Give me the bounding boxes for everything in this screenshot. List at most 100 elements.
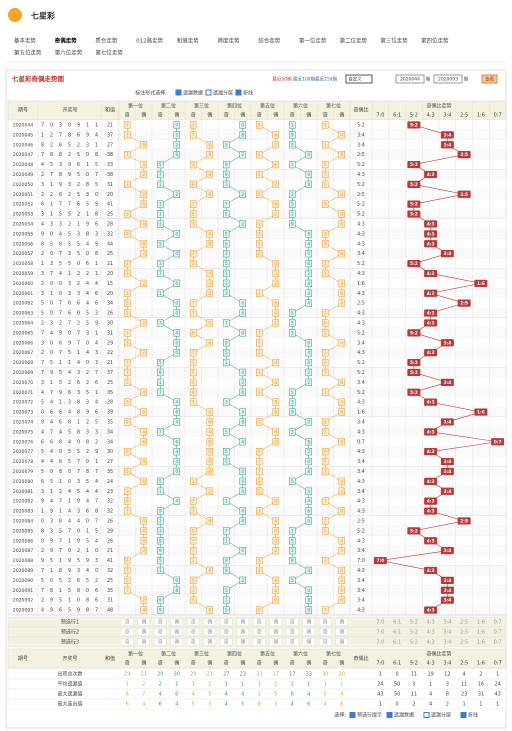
preselect-cell[interactable] bbox=[302, 618, 315, 626]
footer-checkbox[interactable] bbox=[460, 712, 467, 718]
preselect-cell[interactable] bbox=[253, 618, 266, 626]
nav-tab[interactable]: 和值走势 bbox=[177, 37, 200, 45]
preselect-cell[interactable] bbox=[170, 628, 183, 636]
preselect-cell[interactable] bbox=[121, 628, 134, 636]
preselect-ratio[interactable]: 1:6 bbox=[477, 640, 485, 646]
preselect-cell[interactable] bbox=[302, 638, 315, 646]
preselect-cell[interactable] bbox=[319, 618, 332, 626]
preselect-cell[interactable] bbox=[319, 638, 332, 646]
option-checkbox[interactable] bbox=[235, 89, 242, 96]
preselect-cell[interactable] bbox=[319, 628, 332, 636]
option-label[interactable]: 遗漏分层 bbox=[213, 90, 233, 97]
preselect-ratio[interactable]: 0:7 bbox=[494, 620, 502, 626]
preselect-ratio[interactable]: 3:4 bbox=[443, 630, 451, 636]
nav-tab[interactable]: 质合走势 bbox=[95, 37, 118, 45]
preselect-cell[interactable] bbox=[335, 638, 348, 646]
footer-checkbox[interactable] bbox=[423, 712, 430, 718]
to-input[interactable] bbox=[433, 74, 463, 84]
preselect-cell[interactable] bbox=[236, 618, 249, 626]
preselect-cell[interactable] bbox=[236, 628, 249, 636]
preselect-cell[interactable] bbox=[253, 638, 266, 646]
preselect-ratio[interactable]: 2:5 bbox=[460, 630, 468, 636]
preselect-ratio[interactable]: 2:5 bbox=[460, 620, 468, 626]
option-label[interactable]: 遗漏数据 bbox=[183, 90, 203, 97]
preselect-cell[interactable] bbox=[220, 628, 233, 636]
preselect-cell[interactable] bbox=[236, 638, 249, 646]
preselect-cell[interactable] bbox=[137, 628, 150, 636]
nav-tab[interactable]: 第二位走势 bbox=[340, 37, 368, 45]
footer-option[interactable]: 遗漏数据 bbox=[394, 712, 414, 719]
preselect-cell[interactable] bbox=[187, 618, 200, 626]
preselect-ratio[interactable]: 4:3 bbox=[427, 640, 435, 646]
footer-checkbox[interactable] bbox=[386, 712, 393, 718]
preselect-cell[interactable] bbox=[121, 638, 134, 646]
nav-tab[interactable]: 第一位走势 bbox=[299, 37, 327, 45]
preselect-cell[interactable] bbox=[137, 618, 150, 626]
preselect-ratio[interactable]: 6:1 bbox=[393, 630, 401, 636]
preselect-cell[interactable] bbox=[154, 638, 167, 646]
preselect-ratio[interactable]: 7:0 bbox=[376, 620, 384, 626]
preselect-cell[interactable] bbox=[203, 628, 216, 636]
preselect-ratio[interactable]: 7:0 bbox=[376, 640, 384, 646]
preselect-ratio[interactable]: 3:4 bbox=[443, 640, 451, 646]
from-input[interactable] bbox=[395, 74, 425, 84]
preselect-ratio[interactable]: 2:5 bbox=[460, 640, 468, 646]
preselect-ratio[interactable]: 6:1 bbox=[393, 620, 401, 626]
nav-tab[interactable]: 012路走势 bbox=[136, 37, 163, 45]
preselect-ratio[interactable]: 4:3 bbox=[427, 620, 435, 626]
preselect-ratio[interactable]: 1:6 bbox=[477, 620, 485, 626]
preselect-cell[interactable] bbox=[302, 628, 315, 636]
preselect-cell[interactable] bbox=[335, 628, 348, 636]
preselect-cell[interactable] bbox=[269, 618, 282, 626]
preselect-cell[interactable] bbox=[203, 638, 216, 646]
preselect-cell[interactable] bbox=[286, 618, 299, 626]
option-checkbox[interactable] bbox=[205, 89, 212, 96]
preselect-ratio[interactable]: 1:6 bbox=[477, 630, 485, 636]
preselect-ratio[interactable]: 6:1 bbox=[393, 640, 401, 646]
nav-tab[interactable]: 第六位走势 bbox=[55, 49, 83, 57]
preselect-cell[interactable] bbox=[335, 618, 348, 626]
footer-option[interactable]: 预选行提示 bbox=[357, 712, 382, 719]
option-checkbox[interactable] bbox=[175, 89, 182, 96]
preselect-cell[interactable] bbox=[187, 628, 200, 636]
view-button[interactable] bbox=[481, 74, 498, 84]
range-link[interactable]: 最近100期 bbox=[293, 76, 316, 83]
nav-tab[interactable]: 第三位走势 bbox=[380, 37, 408, 45]
option-label[interactable]: 折线 bbox=[243, 90, 253, 97]
preselect-cell[interactable] bbox=[203, 618, 216, 626]
footer-option[interactable]: 遗漏分层 bbox=[431, 712, 451, 719]
preselect-cell[interactable] bbox=[170, 618, 183, 626]
range-link[interactable]: 最近150期 bbox=[315, 76, 338, 83]
preselect-cell[interactable] bbox=[187, 638, 200, 646]
preselect-cell[interactable] bbox=[154, 628, 167, 636]
preselect-ratio[interactable]: 5:2 bbox=[410, 620, 418, 626]
preselect-ratio[interactable]: 0:7 bbox=[494, 630, 502, 636]
preselect-ratio[interactable]: 7:0 bbox=[376, 630, 384, 636]
preselect-cell[interactable] bbox=[286, 638, 299, 646]
nav-tab[interactable]: 奇偶走势 bbox=[55, 37, 78, 45]
preselect-cell[interactable] bbox=[220, 638, 233, 646]
preselect-ratio[interactable]: 5:2 bbox=[410, 630, 418, 636]
preselect-ratio[interactable]: 3:4 bbox=[443, 620, 451, 626]
nav-tab[interactable]: 基本走势 bbox=[14, 37, 37, 45]
footer-checkbox[interactable] bbox=[349, 712, 356, 718]
nav-tab[interactable]: 第五位走势 bbox=[14, 49, 42, 57]
preselect-cell[interactable] bbox=[154, 618, 167, 626]
range-link[interactable]: 最近50期 bbox=[272, 76, 292, 83]
preselect-cell[interactable] bbox=[286, 628, 299, 636]
preselect-cell[interactable] bbox=[170, 638, 183, 646]
preselect-cell[interactable] bbox=[220, 618, 233, 626]
preselect-ratio[interactable]: 4:3 bbox=[427, 630, 435, 636]
preselect-ratio[interactable]: 0:7 bbox=[494, 640, 502, 646]
preselect-cell[interactable] bbox=[269, 638, 282, 646]
preselect-cell[interactable] bbox=[269, 628, 282, 636]
preselect-ratio[interactable]: 5:2 bbox=[410, 640, 418, 646]
footer-option[interactable]: 折线 bbox=[468, 712, 478, 719]
preselect-cell[interactable] bbox=[137, 638, 150, 646]
custom-select[interactable] bbox=[345, 74, 373, 84]
preselect-cell[interactable] bbox=[253, 628, 266, 636]
nav-tab[interactable]: 跨度走势 bbox=[218, 37, 241, 45]
nav-tab[interactable]: 第七位走势 bbox=[95, 49, 123, 57]
nav-tab[interactable]: 综合走势 bbox=[258, 37, 281, 45]
preselect-cell[interactable] bbox=[121, 618, 134, 626]
